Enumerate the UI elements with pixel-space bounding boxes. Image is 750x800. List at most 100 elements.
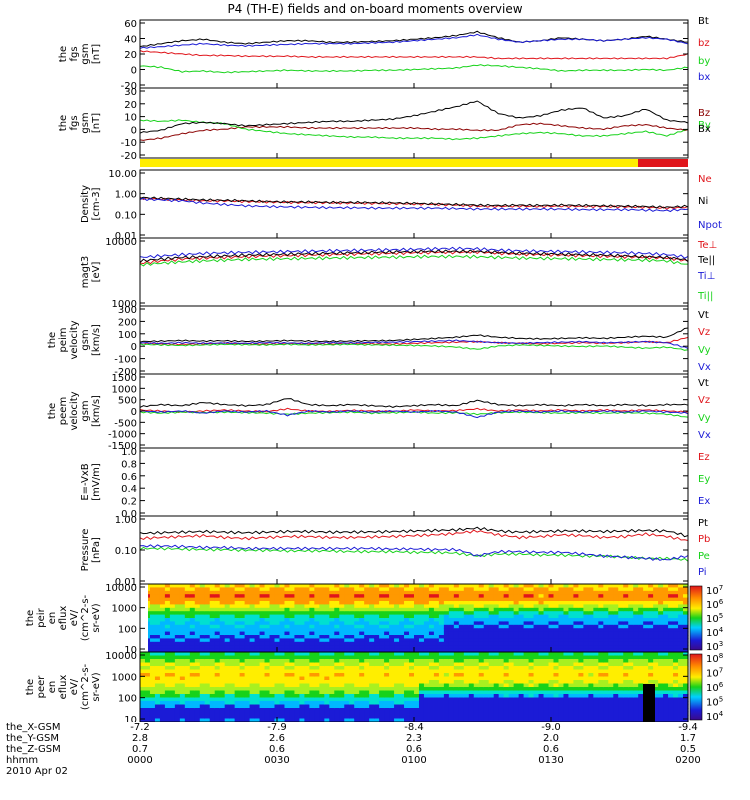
panel-frame: [139, 237, 689, 307]
heatmap-cell: [578, 645, 584, 650]
heatmap-cell: [364, 624, 370, 629]
heatmap-cell: [678, 694, 684, 699]
heatmap-cell: [314, 597, 320, 602]
heatmap-cell: [339, 624, 345, 629]
heatmap-cell: [229, 628, 236, 633]
heatmap-cell: [468, 701, 475, 706]
heatmap-cell: [254, 594, 261, 599]
heatmap-cell: [483, 680, 490, 685]
heatmap-cell: [409, 638, 415, 643]
heatmap-cell: [468, 628, 475, 633]
heatmap-cell: [409, 708, 415, 713]
heatmap-cell: [159, 635, 166, 639]
heatmap-cell: [623, 662, 629, 667]
heatmap-cell: [553, 631, 560, 636]
heatmap-cell: [414, 669, 420, 674]
heatmap-cell: [184, 715, 191, 720]
heatmap-cell: [503, 652, 510, 657]
heatmap-cell: [234, 701, 241, 706]
colorbar-tick-label: 104: [706, 626, 724, 639]
heatmap-cell: [204, 607, 211, 612]
heatmap-cell: [189, 662, 196, 667]
heatmap-cell: [498, 648, 505, 653]
heatmap-cell: [583, 669, 589, 674]
heatmap-cell: [164, 669, 171, 674]
heatmap-cell: [229, 611, 236, 616]
heatmap-cell: [623, 618, 629, 622]
heatmap-cell: [199, 652, 206, 657]
heatmap-cell: [184, 662, 191, 667]
heatmap-cell: [563, 694, 570, 699]
heatmap-cell: [548, 652, 555, 657]
heatmap-cell: [264, 718, 271, 722]
heatmap-cell: [543, 628, 550, 633]
heatmap-cell: [618, 694, 624, 699]
heatmap-cell: [483, 618, 490, 622]
y-axis-label: sr-eV): [91, 672, 102, 701]
heatmap-cell: [304, 601, 310, 605]
heatmap-cell: [404, 641, 410, 646]
heatmap-cell: [448, 704, 455, 709]
heatmap-cell: [598, 711, 604, 716]
heatmap-cell: [184, 624, 191, 629]
heatmap-cell: [563, 704, 570, 709]
heatmap-cell: [184, 676, 191, 681]
heatmap-cell: [349, 611, 355, 616]
heatmap-cell: [553, 624, 560, 629]
heatmap-cell: [578, 662, 584, 667]
heatmap-cell: [468, 641, 475, 646]
heatmap-cell: [249, 715, 256, 720]
heatmap-cell: [239, 645, 246, 650]
heatmap-cell: [389, 676, 395, 681]
series-line-Te⊥: [139, 250, 689, 265]
heatmap-cell: [648, 604, 654, 609]
heatmap-cell: [184, 669, 191, 674]
heatmap-cell: [463, 715, 470, 720]
heatmap-cell: [239, 621, 246, 626]
heatmap-cell: [299, 715, 305, 720]
heatmap-cell: [224, 601, 231, 605]
heatmap-cell: [334, 618, 340, 622]
heatmap-cell: [468, 680, 475, 685]
heatmap-cell: [623, 655, 629, 660]
heatmap-cell: [673, 701, 679, 706]
heatmap-cell: [423, 694, 430, 699]
heatmap-cell: [274, 694, 281, 699]
heatmap-cell: [543, 697, 550, 702]
heatmap-cell: [558, 594, 565, 599]
heatmap-cell: [389, 701, 395, 706]
heatmap-cell: [184, 718, 191, 722]
heatmap-cell: [623, 614, 629, 619]
heatmap-cell: [458, 652, 465, 657]
heatmap-cell: [518, 669, 525, 674]
heatmap-cell: [154, 590, 161, 595]
heatmap-cell: [344, 690, 350, 695]
heatmap-cell: [548, 666, 555, 671]
heatmap-cell: [174, 628, 181, 633]
heatmap-cell: [463, 594, 470, 599]
heatmap-cell: [219, 687, 226, 692]
heatmap-cell: [603, 704, 609, 709]
heatmap-cell: [573, 687, 579, 692]
heatmap-cell: [553, 690, 560, 695]
heatmap-cell: [438, 594, 445, 599]
heatmap-cell: [269, 648, 276, 653]
heatmap-cell: [369, 645, 375, 650]
heatmap-cell: [608, 711, 614, 716]
heatmap-cell: [359, 621, 365, 626]
heatmap-cell: [458, 597, 465, 602]
heatmap-cell: [503, 607, 510, 612]
heatmap-cell: [478, 587, 485, 592]
heatmap-cell: [199, 673, 206, 678]
heatmap-cell: [414, 690, 420, 695]
heatmap-cell: [409, 648, 415, 653]
heatmap-cell: [458, 680, 465, 685]
heatmap-cell: [433, 587, 440, 592]
heatmap-cell: [423, 676, 430, 681]
legend-Ni: Ni: [698, 196, 708, 207]
heatmap-cell: [433, 641, 440, 646]
heatmap-cell: [284, 597, 291, 602]
heatmap-cell: [628, 704, 634, 709]
heatmap-cell: [683, 708, 689, 713]
heatmap-cell: [543, 604, 550, 609]
